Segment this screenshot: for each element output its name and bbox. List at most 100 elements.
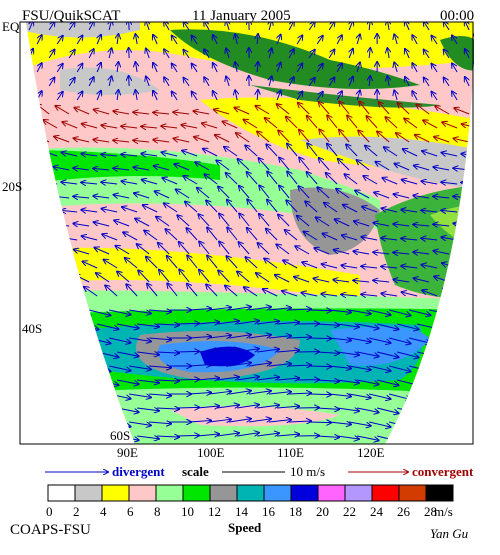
wind-arrow (41, 210, 57, 212)
wind-arrow (33, 195, 49, 198)
colorbar-swatch (264, 485, 291, 501)
wind-arrow (34, 165, 49, 170)
lat-label: 60S (110, 428, 130, 443)
lat-label: 40S (22, 321, 42, 336)
wind-arrow (474, 91, 477, 100)
lon-label: 100E (197, 445, 225, 460)
wind-arrow (49, 422, 70, 427)
lat-label: EQ (2, 19, 20, 34)
wind-arrow (13, 252, 29, 254)
wind-arrow (29, 77, 33, 86)
colorbar-swatch (291, 485, 318, 501)
wind-arrow (29, 394, 51, 398)
colorbar-label: Speed (228, 520, 262, 535)
footer-right: Yan Gu (430, 526, 469, 541)
wind-arrow (469, 366, 491, 367)
colorbar-tick-label: 26 (397, 504, 411, 519)
wind-arrow (33, 224, 49, 226)
wind-arrow (437, 380, 459, 384)
wind-arrow (477, 436, 499, 437)
colorbar-tick-label: 20 (316, 504, 329, 519)
wind-arrow (57, 324, 78, 329)
wind-arrow (429, 394, 451, 398)
colorbar-tick-label: 12 (208, 504, 221, 519)
wind-arrow (69, 366, 90, 371)
wind-arrow (77, 408, 98, 413)
wind-arrow (29, 310, 51, 314)
colorbar-tick-label: 8 (154, 504, 161, 519)
wind-arrow (57, 352, 78, 357)
wind-arrow (18, 103, 29, 114)
wind-arrow (89, 394, 110, 399)
wind-arrow (37, 436, 59, 440)
colorbar-tick-label: 2 (73, 504, 80, 519)
wind-arrow (477, 352, 499, 353)
wind-arrow (177, 435, 199, 436)
wind-arrow (449, 310, 471, 313)
wind-arrow (69, 422, 90, 427)
colorbar-swatch (426, 485, 453, 501)
wind-arrow (309, 310, 331, 311)
lat-label: 20S (2, 179, 22, 194)
wind-arrow (21, 209, 37, 212)
wind-arrow (15, 163, 30, 170)
wind-arrow (437, 324, 459, 328)
wind-arrow (457, 324, 479, 326)
wind-arrow (409, 422, 430, 427)
scale-length: 10 m/s (290, 464, 325, 479)
wind-arrow (429, 366, 451, 370)
wind-arrow (97, 408, 118, 413)
wind-arrow (417, 408, 438, 413)
colorbar-swatch (399, 485, 426, 501)
colorbar-swatch (372, 485, 399, 501)
colorbar-unit: m/s (434, 504, 453, 519)
wind-arrow (309, 422, 331, 423)
wind-arrow (457, 380, 479, 382)
scale-label: scale (182, 464, 209, 479)
wind-arrow (474, 35, 477, 44)
wind-arrow (41, 265, 57, 268)
wind-arrow (89, 422, 110, 427)
wind-arrow (455, 275, 469, 282)
colorbar-tick-label: 6 (127, 504, 134, 519)
wind-arrow (34, 278, 50, 282)
wind-arrow (24, 118, 37, 128)
colorbar-swatch (237, 485, 264, 501)
divergent-label: divergent (112, 464, 165, 479)
wind-arrow (77, 436, 98, 441)
wind-arrow (49, 366, 70, 371)
colorbar-swatch (183, 485, 210, 501)
colorbar-swatch (156, 485, 183, 501)
wind-arrow (129, 76, 130, 86)
wind-arrow (63, 289, 77, 296)
convergent-label: convergent (412, 464, 474, 479)
colorbar-tick-label: 14 (235, 504, 249, 519)
wind-arrow (177, 407, 199, 408)
wind-arrow (13, 224, 29, 226)
wind-arrow (21, 266, 37, 268)
wind-arrow (62, 263, 77, 268)
wind-arrow (21, 238, 37, 240)
wind-arrow (461, 210, 477, 212)
colorbar-tick-label: 22 (343, 504, 356, 519)
wind-arrow (437, 408, 459, 412)
wind-arrow (41, 181, 57, 184)
wind-arrow (417, 436, 438, 441)
wind-arrow (57, 380, 78, 385)
wind-arrow (449, 394, 471, 397)
wind-arrow (37, 352, 59, 356)
wind-arrow (177, 351, 199, 352)
colorbar-tick-label: 18 (289, 504, 302, 519)
wind-arrow (469, 394, 491, 395)
colorbar-swatch (318, 485, 345, 501)
wind-arrow (461, 182, 477, 184)
wind-arrow (454, 249, 469, 254)
wind-arrow (53, 251, 69, 254)
wind-arrow (449, 422, 471, 425)
wind-arrow (42, 291, 57, 296)
colorbar-swatch (48, 485, 75, 501)
wind-arrow (417, 380, 438, 385)
wind-arrow (462, 236, 477, 240)
wind-arrow (449, 338, 471, 341)
